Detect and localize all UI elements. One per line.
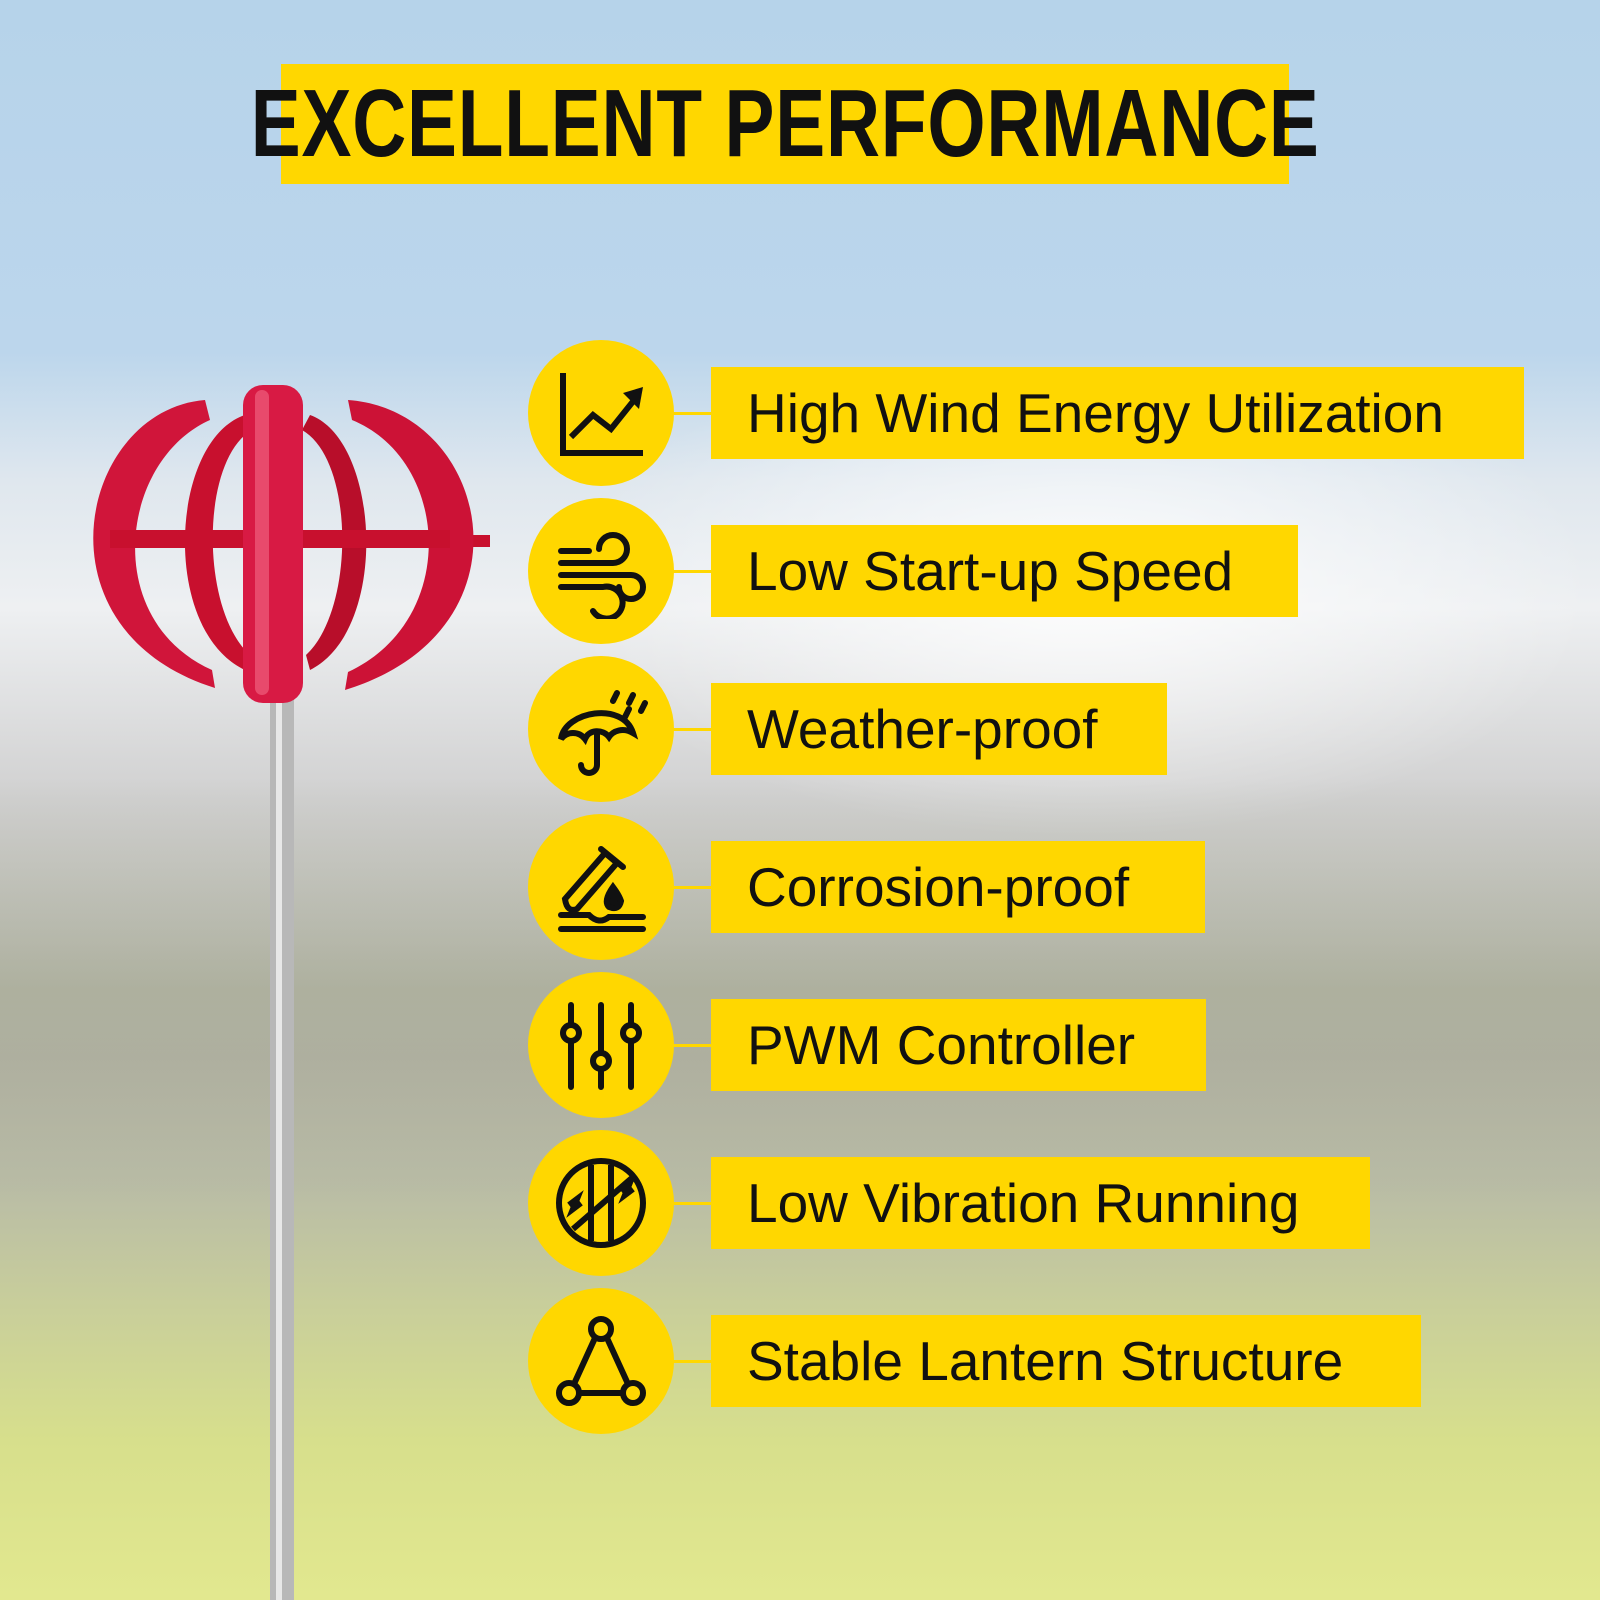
feature-icon-badge bbox=[528, 656, 674, 802]
feature-label: Stable Lantern Structure bbox=[747, 1330, 1344, 1392]
wind-icon bbox=[558, 532, 646, 619]
connector-line bbox=[668, 1360, 713, 1363]
feature-label-box: PWM Controller bbox=[711, 999, 1206, 1091]
title-banner: EXCELLENT PERFORMANCE bbox=[251, 64, 1319, 184]
connector-line bbox=[668, 1202, 713, 1205]
sliders-icon bbox=[560, 1002, 642, 1090]
umbrella-rain-icon bbox=[558, 690, 648, 776]
connector-line bbox=[668, 1044, 713, 1047]
feature-label: PWM Controller bbox=[747, 1014, 1136, 1076]
feature-label-box: Stable Lantern Structure bbox=[711, 1315, 1421, 1407]
page-title: EXCELLENT PERFORMANCE bbox=[250, 70, 1320, 177]
feature-label: Corrosion-proof bbox=[747, 856, 1130, 918]
feature-label: Low Start-up Speed bbox=[747, 540, 1234, 602]
feature-icon-badge bbox=[528, 1130, 674, 1276]
feature-label: Low Vibration Running bbox=[747, 1172, 1300, 1234]
connector-line bbox=[668, 728, 713, 731]
wind-turbine-image bbox=[93, 385, 490, 1600]
feature-label-box: Low Start-up Speed bbox=[711, 525, 1298, 617]
connector-line bbox=[668, 570, 713, 573]
feature-icon-badge bbox=[528, 972, 674, 1118]
feature-label: High Wind Energy Utilization bbox=[747, 382, 1444, 444]
feature-icon-badge bbox=[528, 498, 674, 644]
feature-label-box: Weather-proof bbox=[711, 683, 1167, 775]
no-vibration-icon bbox=[556, 1158, 646, 1248]
feature-label-box: Low Vibration Running bbox=[711, 1157, 1370, 1249]
chart-growth-icon bbox=[560, 373, 643, 456]
test-tube-drop-icon bbox=[558, 846, 646, 932]
feature-label-box: High Wind Energy Utilization bbox=[711, 367, 1524, 459]
connector-line bbox=[668, 412, 713, 415]
feature-label-box: Corrosion-proof bbox=[711, 841, 1205, 933]
background-house bbox=[560, 420, 1600, 840]
feature-icon-badge bbox=[528, 814, 674, 960]
triangle-nodes-icon bbox=[556, 1316, 646, 1406]
feature-icon-badge bbox=[528, 340, 674, 486]
feature-label: Weather-proof bbox=[747, 698, 1098, 760]
feature-icon-badge bbox=[528, 1288, 674, 1434]
connector-line bbox=[668, 886, 713, 889]
